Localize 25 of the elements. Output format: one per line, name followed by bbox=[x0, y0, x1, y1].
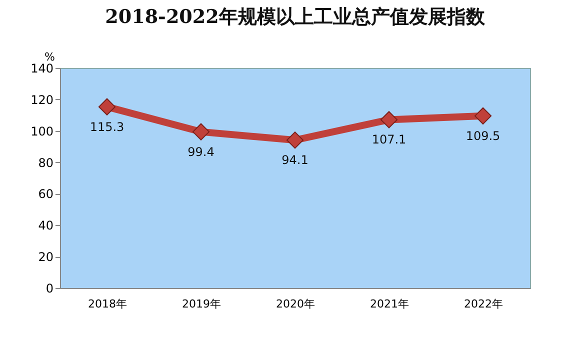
data-label: 107.1 bbox=[372, 132, 406, 147]
data-label: 99.4 bbox=[188, 144, 214, 159]
point bbox=[192, 123, 210, 140]
y-tick-label: 120 bbox=[30, 92, 54, 107]
y-tick-label: 40 bbox=[38, 218, 54, 233]
y-tick-label: 100 bbox=[30, 124, 54, 138]
chart-title: 2018-2022年规模以上工业总产值发展指数 bbox=[105, 6, 486, 28]
y-tick-label: 140 bbox=[30, 62, 54, 76]
x-tick-label: 2020年 bbox=[276, 298, 315, 310]
y-tick-label: 0 bbox=[46, 282, 54, 296]
point bbox=[474, 107, 492, 124]
data-label: 109.5 bbox=[466, 128, 500, 143]
y-tick-label: 80 bbox=[38, 156, 54, 170]
point bbox=[98, 98, 116, 116]
y-tick-label: 60 bbox=[38, 187, 54, 202]
x-tick-label: 2021年 bbox=[370, 298, 409, 310]
data-label: 94.1 bbox=[282, 153, 308, 168]
point bbox=[380, 111, 398, 128]
x-tick-label: 2022年 bbox=[464, 298, 503, 310]
data-label: 115.3 bbox=[90, 120, 124, 134]
y-axis-title: % bbox=[44, 50, 55, 64]
point bbox=[286, 132, 304, 149]
x-tick-label: 2019年 bbox=[182, 298, 221, 310]
x-tick-label: 2018年 bbox=[88, 298, 127, 310]
y-tick-label: 20 bbox=[38, 250, 54, 264]
